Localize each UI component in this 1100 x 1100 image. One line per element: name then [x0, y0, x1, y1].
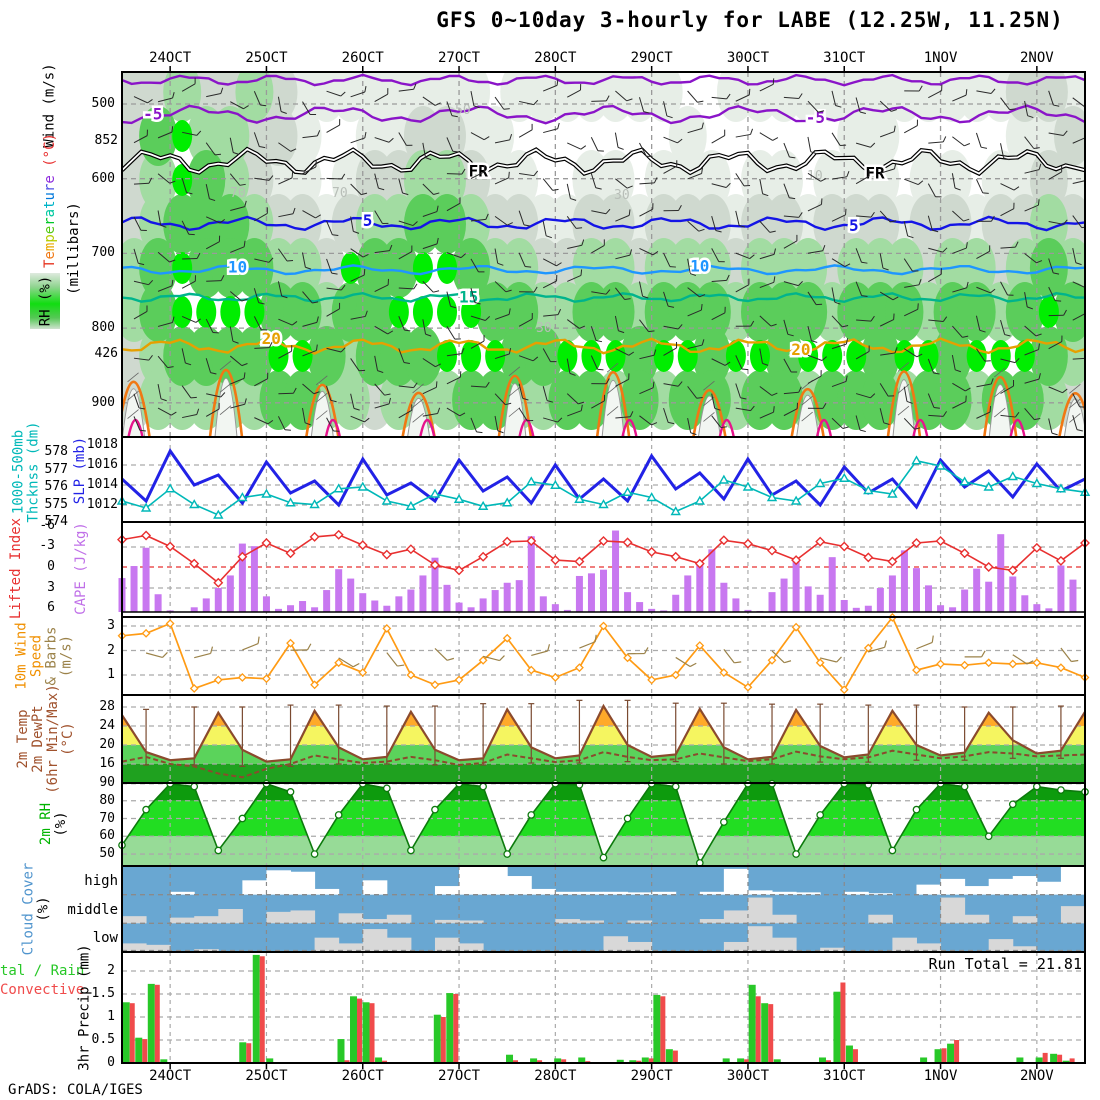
svg-text:30: 30: [536, 321, 552, 336]
temp-tick: 20: [99, 737, 115, 752]
li-tick: 0: [47, 559, 55, 574]
date-label-bottom: 26OCT: [341, 1068, 384, 1084]
date-label-bottom: 2NOV: [1019, 1068, 1054, 1084]
slp-tick: 1012: [86, 497, 118, 512]
svg-text:10: 10: [228, 258, 247, 277]
svg-text:30: 30: [614, 188, 630, 203]
li-tick: 6: [47, 600, 55, 616]
wind-tick: 2: [107, 642, 115, 658]
rh-tick: 90: [99, 775, 115, 790]
precip-tick: 0.5: [91, 1032, 115, 1047]
svg-text:50: 50: [455, 103, 471, 118]
svg-text:FR: FR: [865, 164, 885, 183]
svg-text:20: 20: [262, 329, 281, 348]
precip-tick: 1.5: [91, 986, 115, 1001]
date-label-top: 29OCT: [630, 50, 673, 66]
svg-text:70: 70: [230, 186, 246, 201]
date-label-top: 30OCT: [726, 50, 770, 66]
date-label-bottom: 24OCT: [149, 1068, 192, 1084]
svg-text:-5: -5: [806, 108, 825, 127]
date-label-top: 26OCT: [341, 50, 384, 66]
rh-tick: 50: [99, 846, 115, 862]
run-total-label: Run Total = 21.81: [928, 955, 1082, 973]
temp-tick: 28: [99, 699, 115, 714]
thickness-tick: 574: [44, 514, 68, 529]
slp-tick: 1016: [86, 457, 118, 472]
temp-tick: 16: [99, 756, 115, 771]
rh-tick: 70: [99, 810, 115, 826]
wind-tick: 3: [107, 618, 115, 633]
date-label-top: 25OCT: [245, 50, 288, 66]
pressure-tick: 900: [91, 394, 115, 410]
cloud-row-label: high: [84, 873, 118, 889]
date-label-top: 2NOV: [1019, 50, 1054, 66]
svg-text:20: 20: [791, 340, 810, 359]
date-label-bottom: 1NOV: [923, 1068, 958, 1084]
convective-legend-label: Convective: [0, 982, 85, 998]
cape-tick: 426: [94, 345, 118, 361]
grads-footer: GrADS: COLA/IGES: [8, 1082, 143, 1098]
slp-tick: 1014: [86, 477, 118, 492]
date-label-top: 28OCT: [534, 50, 577, 66]
precip-tick: 2: [107, 963, 115, 978]
svg-text:70: 70: [332, 186, 348, 201]
cloud-row-label: middle: [67, 901, 118, 918]
li-tick: -6: [39, 517, 55, 533]
precip-tick: 1: [107, 1009, 115, 1024]
date-label-bottom: 30OCT: [726, 1068, 770, 1084]
pressure-tick: 700: [91, 245, 115, 261]
date-label-bottom: 31OCT: [823, 1068, 866, 1084]
thickness-tick: 578: [44, 444, 68, 459]
pressure-tick: 500: [91, 96, 115, 111]
precip-tick: 0: [107, 1055, 115, 1070]
cloud-row-label: low: [92, 930, 118, 947]
cape-tick: 852: [94, 132, 118, 148]
slp-tick: 1018: [86, 437, 118, 452]
date-label-top: 1NOV: [923, 50, 958, 66]
rh-axis-badge: RH (%): [30, 273, 60, 329]
date-label-top: 27OCT: [437, 50, 481, 66]
wind-tick: 1: [107, 667, 115, 682]
thickness-tick: 576: [44, 479, 68, 494]
date-label-bottom: 25OCT: [245, 1068, 288, 1084]
rain-legend-label: tal / Rain: [0, 963, 85, 979]
svg-text:-5: -5: [143, 105, 162, 124]
li-tick: 3: [47, 579, 55, 595]
date-label-bottom: 28OCT: [534, 1068, 577, 1084]
li-tick: -3: [39, 538, 55, 554]
svg-text:5: 5: [849, 216, 859, 235]
date-label-bottom: 29OCT: [630, 1068, 673, 1084]
page-title: GFS 0~10day 3-hourly for LABE (12.25W, 1…: [436, 8, 1064, 32]
thickness-tick: 575: [44, 496, 68, 512]
pressure-tick: 600: [91, 170, 115, 186]
rh-tick: 80: [99, 792, 115, 808]
svg-text:FR: FR: [469, 161, 489, 180]
temp-tick: 24: [99, 718, 115, 733]
date-label-bottom: 27OCT: [437, 1068, 481, 1084]
date-label-top: 24OCT: [149, 50, 192, 66]
date-label-top: 31OCT: [823, 50, 866, 66]
svg-text:10: 10: [690, 257, 709, 276]
rh-tick: 60: [99, 828, 115, 844]
svg-text:5: 5: [363, 211, 373, 230]
thickness-tick: 577: [44, 461, 68, 477]
svg-text:15: 15: [459, 287, 478, 306]
pressure-tick: 800: [91, 320, 115, 336]
svg-text:10: 10: [807, 169, 823, 184]
